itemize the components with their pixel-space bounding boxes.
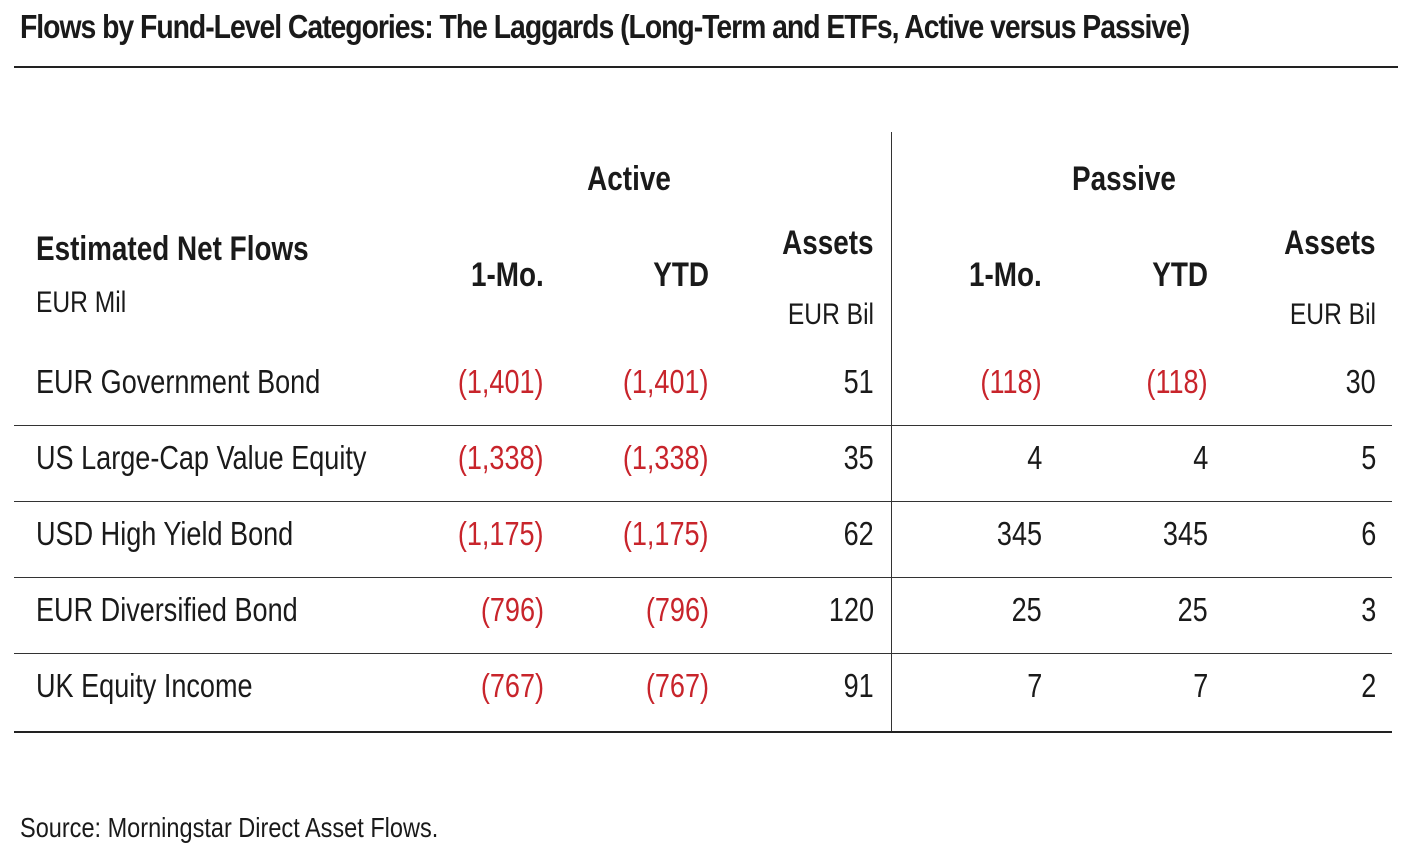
table-cell-active-1mo: (1,338) xyxy=(458,439,544,476)
table-bottom-rule xyxy=(14,731,1392,733)
table-cell-active-assets: 51 xyxy=(843,363,874,400)
col-unit-passive-assets: EUR Bil xyxy=(1289,298,1376,331)
table-cell-active-ytd: (1,175) xyxy=(623,515,709,552)
source-note: Source: Morningstar Direct Asset Flows. xyxy=(20,812,439,843)
table-cell-active-assets: 62 xyxy=(843,515,874,552)
table-cell-active-ytd: (796) xyxy=(645,591,709,628)
table-cell-active-ytd: (1,338) xyxy=(623,439,709,476)
table-cell-passive-assets: 6 xyxy=(1360,515,1376,552)
table-cell-passive-1mo: 25 xyxy=(1011,591,1042,628)
table-cell-passive-1mo: 4 xyxy=(1026,439,1042,476)
col-header-passive-ytd: YTD xyxy=(1152,256,1208,294)
table-cell-active-ytd: (767) xyxy=(645,667,709,704)
row-separator xyxy=(14,577,1392,578)
group-header-passive: Passive xyxy=(1072,160,1176,198)
col-header-active-assets: Assets xyxy=(782,224,874,262)
flows-table: Active Passive Estimated Net Flows EUR M… xyxy=(14,0,1392,760)
table-cell-active-1mo: (767) xyxy=(480,667,544,704)
table-cell-passive-1mo: 345 xyxy=(996,515,1042,552)
table-cell-active-assets: 91 xyxy=(843,667,874,704)
table-cell-passive-1mo: 7 xyxy=(1026,667,1042,704)
row-label: USD High Yield Bond xyxy=(36,515,294,552)
group-divider xyxy=(891,132,892,732)
col-header-passive-assets: Assets xyxy=(1284,224,1376,262)
row-label: US Large-Cap Value Equity xyxy=(36,439,367,476)
row-separator xyxy=(14,653,1392,654)
col-unit-active-assets: EUR Bil xyxy=(787,298,874,331)
table-cell-active-assets: 35 xyxy=(843,439,874,476)
table-cell-passive-ytd: 7 xyxy=(1192,667,1208,704)
col-header-active-ytd: YTD xyxy=(653,256,709,294)
table-cell-active-1mo: (796) xyxy=(480,591,544,628)
group-header-active: Active xyxy=(587,160,671,198)
row-separator xyxy=(14,425,1392,426)
table-cell-passive-ytd: 4 xyxy=(1192,439,1208,476)
col-header-active-1mo: 1-Mo. xyxy=(471,256,544,294)
table-cell-passive-assets: 2 xyxy=(1360,667,1376,704)
row-separator xyxy=(14,501,1392,502)
table-cell-passive-assets: 5 xyxy=(1360,439,1376,476)
table-cell-active-ytd: (1,401) xyxy=(623,363,709,400)
table-cell-active-assets: 120 xyxy=(828,591,874,628)
table-cell-active-1mo: (1,175) xyxy=(458,515,544,552)
table-cell-passive-1mo: (118) xyxy=(980,363,1042,400)
row-header-label: Estimated Net Flows xyxy=(36,230,309,268)
table-cell-passive-assets: 30 xyxy=(1345,363,1376,400)
col-header-passive-1mo: 1-Mo. xyxy=(969,256,1042,294)
table-cell-passive-assets: 3 xyxy=(1360,591,1376,628)
row-header-unit: EUR Mil xyxy=(36,286,127,319)
title-rule xyxy=(14,66,1398,68)
row-label: EUR Diversified Bond xyxy=(36,591,298,628)
page-title: Flows by Fund-Level Categories: The Lagg… xyxy=(20,8,1190,45)
table-cell-passive-ytd: 345 xyxy=(1162,515,1208,552)
table-cell-passive-ytd: (118) xyxy=(1146,363,1208,400)
row-label: EUR Government Bond xyxy=(36,363,321,400)
table-cell-active-1mo: (1,401) xyxy=(458,363,544,400)
table-cell-passive-ytd: 25 xyxy=(1177,591,1208,628)
row-label: UK Equity Income xyxy=(36,667,253,704)
